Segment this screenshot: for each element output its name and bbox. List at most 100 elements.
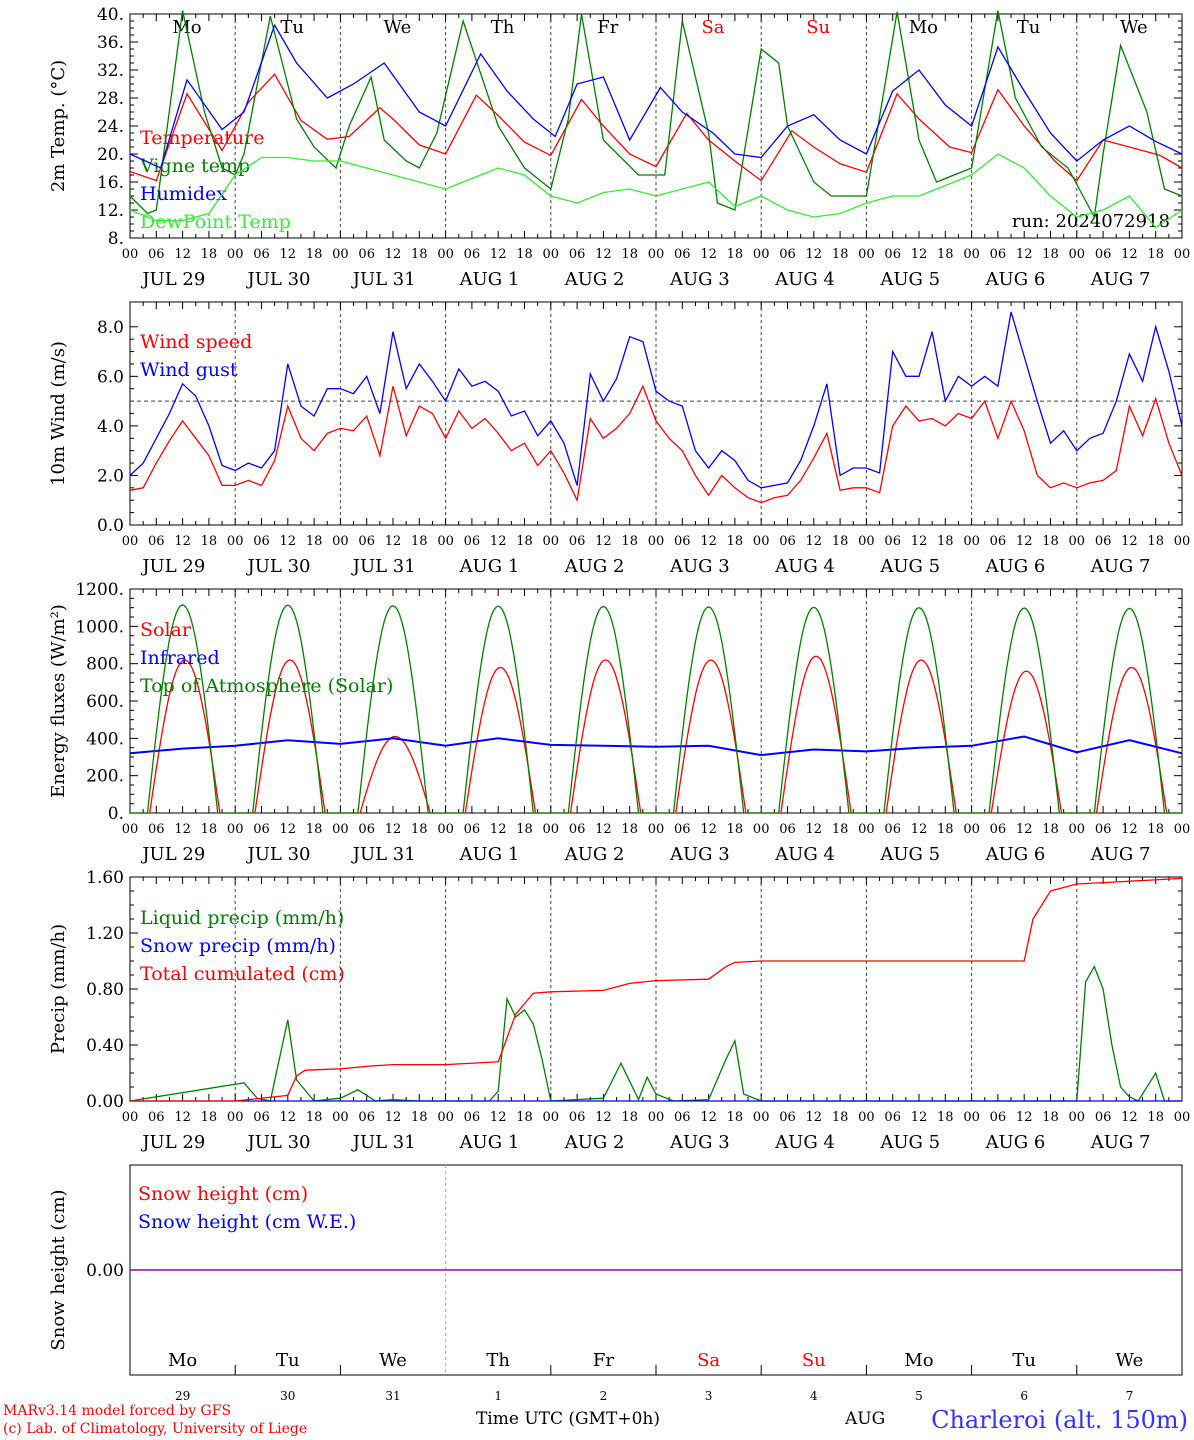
x-axis-title: Time UTC (GMT+0h) bbox=[476, 1409, 660, 1429]
hour-tick-label: 00 bbox=[963, 534, 980, 549]
hour-tick-label: 12 bbox=[280, 1110, 297, 1125]
date-label: AUG 6 bbox=[985, 1132, 1046, 1153]
hour-tick-label: 18 bbox=[937, 534, 954, 549]
hour-tick-label: 00 bbox=[543, 534, 560, 549]
hour-tick-label: 00 bbox=[1174, 247, 1191, 262]
day-number-label: 6 bbox=[1020, 1389, 1028, 1403]
legend-entry: Wind gust bbox=[140, 359, 238, 381]
y-tick-label: 0.40 bbox=[86, 1036, 124, 1056]
hour-tick-label: 06 bbox=[1095, 822, 1112, 837]
hour-tick-label: 06 bbox=[569, 822, 586, 837]
hour-tick-label: 18 bbox=[1042, 247, 1059, 262]
hour-tick-label: 00 bbox=[648, 822, 665, 837]
hour-tick-label: 00 bbox=[858, 534, 875, 549]
hour-tick-label: 12 bbox=[385, 822, 402, 837]
date-label: AUG 4 bbox=[774, 556, 835, 577]
hour-tick-label: 18 bbox=[1147, 822, 1164, 837]
date-label: AUG 1 bbox=[459, 1132, 520, 1153]
hour-tick-label: 00 bbox=[543, 247, 560, 262]
hour-tick-label: 00 bbox=[543, 822, 560, 837]
date-label: AUG 5 bbox=[879, 269, 940, 290]
y-tick-label: 0.00 bbox=[86, 1092, 124, 1112]
hour-tick-label: 00 bbox=[1069, 534, 1086, 549]
date-label: AUG 4 bbox=[774, 844, 835, 865]
date-label: AUG 2 bbox=[564, 269, 625, 290]
hour-tick-label: 18 bbox=[411, 1110, 428, 1125]
date-label: AUG 7 bbox=[1090, 269, 1151, 290]
hour-tick-label: 12 bbox=[595, 822, 612, 837]
legend-entry: Snow precip (mm/h) bbox=[140, 935, 336, 957]
hour-tick-label: 00 bbox=[963, 1110, 980, 1125]
hour-tick-label: 12 bbox=[911, 1110, 928, 1125]
weekday-label: Fr bbox=[593, 1350, 614, 1371]
day-number-label: 31 bbox=[385, 1389, 400, 1403]
hour-tick-label: 12 bbox=[174, 1110, 191, 1125]
hour-tick-label: 12 bbox=[1016, 822, 1033, 837]
hour-tick-label: 12 bbox=[280, 822, 297, 837]
date-label: AUG 6 bbox=[985, 269, 1046, 290]
hour-tick-label: 06 bbox=[990, 247, 1007, 262]
hour-tick-label: 12 bbox=[700, 822, 717, 837]
hour-tick-label: 06 bbox=[674, 1110, 691, 1125]
hour-tick-label: 12 bbox=[595, 247, 612, 262]
y-tick-label: 0.00 bbox=[86, 1261, 124, 1281]
y-tick-label: 400. bbox=[86, 729, 124, 749]
legend-entry: Infrared bbox=[140, 647, 220, 669]
series-line bbox=[129, 153, 1183, 229]
hour-tick-label: 06 bbox=[148, 1110, 165, 1125]
hour-tick-label: 18 bbox=[727, 1110, 744, 1125]
hour-tick-label: 00 bbox=[122, 1110, 139, 1125]
hour-tick-label: 06 bbox=[990, 1110, 1007, 1125]
hour-tick-label: 12 bbox=[1121, 822, 1138, 837]
y-tick-label: 1.60 bbox=[86, 868, 124, 888]
station-name: Charleroi (alt. 150m) bbox=[931, 1406, 1188, 1434]
weekday-label: Tu bbox=[1012, 1350, 1036, 1371]
weekday-label: Tu bbox=[1017, 17, 1041, 38]
hour-tick-label: 12 bbox=[385, 247, 402, 262]
hour-tick-label: 12 bbox=[174, 534, 191, 549]
y-tick-label: 1000. bbox=[75, 617, 124, 637]
hour-tick-label: 18 bbox=[411, 822, 428, 837]
date-label: JUL 31 bbox=[351, 1132, 416, 1153]
hour-tick-label: 12 bbox=[174, 247, 191, 262]
hour-tick-label: 00 bbox=[963, 247, 980, 262]
hour-tick-label: 06 bbox=[464, 534, 481, 549]
date-label: AUG 3 bbox=[669, 269, 730, 290]
hour-tick-label: 12 bbox=[385, 534, 402, 549]
hour-tick-label: 00 bbox=[1174, 822, 1191, 837]
y-tick-label: 600. bbox=[86, 692, 124, 712]
hour-tick-label: 00 bbox=[858, 247, 875, 262]
weekday-label: We bbox=[384, 17, 412, 38]
hour-tick-label: 06 bbox=[990, 534, 1007, 549]
weekday-label: Th bbox=[486, 1350, 510, 1371]
hour-tick-label: 06 bbox=[884, 247, 901, 262]
day-number-label: 5 bbox=[915, 1389, 923, 1403]
hour-tick-label: 06 bbox=[253, 1110, 270, 1125]
y-tick-label: 2.0 bbox=[97, 466, 124, 486]
date-label: JUL 30 bbox=[246, 844, 311, 865]
date-label: AUG 3 bbox=[669, 556, 730, 577]
hour-tick-label: 00 bbox=[1069, 822, 1086, 837]
hour-tick-label: 18 bbox=[411, 534, 428, 549]
hour-tick-label: 12 bbox=[806, 247, 823, 262]
y-tick-label: 28. bbox=[97, 89, 124, 109]
weekday-label: Tu bbox=[276, 1350, 300, 1371]
y-axis-title: Energy fluxes (W/m²) bbox=[48, 604, 69, 798]
legend-entry: Vigne temp bbox=[139, 155, 250, 177]
hour-tick-label: 06 bbox=[884, 822, 901, 837]
hour-tick-label: 06 bbox=[148, 247, 165, 262]
hour-tick-label: 00 bbox=[332, 247, 349, 262]
date-label: AUG 7 bbox=[1090, 556, 1151, 577]
legend-entry: Solar bbox=[140, 619, 192, 641]
hour-tick-label: 12 bbox=[595, 534, 612, 549]
footer-credit-lab: (c) Lab. of Climatology, University of L… bbox=[3, 1421, 307, 1437]
y-axis-title: Snow height (cm) bbox=[48, 1189, 69, 1350]
hour-tick-label: 00 bbox=[332, 1110, 349, 1125]
day-number-label: 2 bbox=[600, 1389, 608, 1403]
legend-entry: Total cumulated (cm) bbox=[140, 963, 345, 985]
series-line bbox=[129, 311, 1183, 489]
date-label: AUG 1 bbox=[459, 556, 520, 577]
day-number-label: 1 bbox=[494, 1389, 502, 1403]
y-tick-label: 6.0 bbox=[97, 367, 124, 387]
hour-tick-label: 18 bbox=[937, 247, 954, 262]
